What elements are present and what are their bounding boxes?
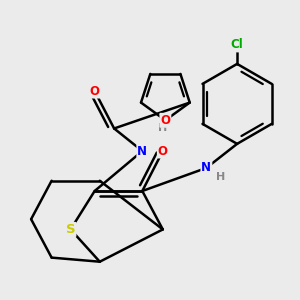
Text: H: H [158, 124, 167, 134]
Text: S: S [66, 223, 75, 236]
Text: O: O [158, 145, 168, 158]
Text: O: O [160, 114, 170, 127]
Text: N: N [137, 145, 147, 158]
Text: H: H [216, 172, 225, 182]
Text: O: O [90, 85, 100, 98]
Text: N: N [201, 161, 212, 174]
Text: Cl: Cl [231, 38, 244, 51]
